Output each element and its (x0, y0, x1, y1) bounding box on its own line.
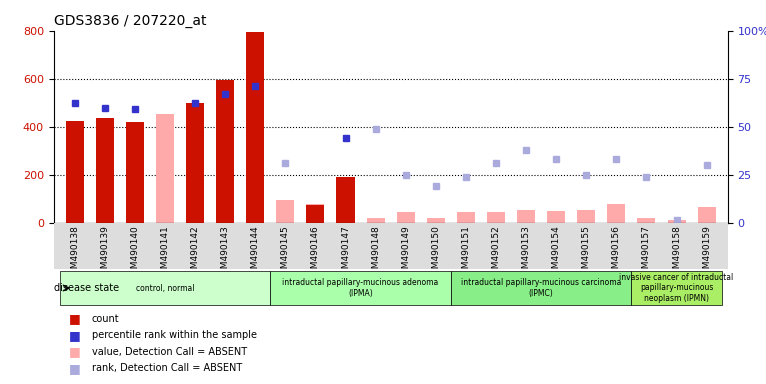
Bar (246, 32, 264, 223)
Bar (578, 210, 595, 223)
Text: control, normal: control, normal (136, 283, 195, 293)
Text: GSM490145: GSM490145 (281, 225, 290, 280)
Text: GSM490159: GSM490159 (702, 225, 711, 280)
Bar (427, 218, 445, 223)
Text: GSM490149: GSM490149 (401, 225, 411, 280)
Bar (336, 177, 355, 223)
Text: disease state: disease state (54, 283, 119, 293)
Bar (126, 122, 144, 223)
Text: intraductal papillary-mucinous carcinoma
(IPMC): intraductal papillary-mucinous carcinoma… (461, 278, 621, 298)
Bar (698, 207, 715, 223)
FancyBboxPatch shape (60, 271, 270, 305)
Bar (156, 114, 174, 223)
Text: GSM490141: GSM490141 (160, 225, 169, 280)
Bar (306, 204, 325, 223)
Text: percentile rank within the sample: percentile rank within the sample (92, 330, 257, 340)
Text: GSM490146: GSM490146 (311, 225, 320, 280)
Bar (96, 118, 114, 223)
FancyBboxPatch shape (631, 271, 722, 305)
Text: GSM490152: GSM490152 (492, 225, 500, 280)
Bar (607, 204, 625, 223)
Bar (186, 103, 204, 223)
Text: rank, Detection Call = ABSENT: rank, Detection Call = ABSENT (92, 363, 242, 373)
Text: GSM490151: GSM490151 (461, 225, 470, 280)
Bar (637, 218, 656, 223)
Bar (66, 121, 83, 223)
Text: GSM490144: GSM490144 (250, 225, 260, 280)
Text: GSM490148: GSM490148 (371, 225, 380, 280)
Text: GSM490153: GSM490153 (522, 225, 531, 280)
Text: value, Detection Call = ABSENT: value, Detection Call = ABSENT (92, 347, 247, 357)
Text: GSM490150: GSM490150 (431, 225, 440, 280)
Text: GDS3836 / 207220_at: GDS3836 / 207220_at (54, 14, 206, 28)
Text: GSM490147: GSM490147 (341, 225, 350, 280)
Bar (306, 205, 325, 223)
Bar (216, 80, 234, 223)
Text: GSM490154: GSM490154 (552, 225, 561, 280)
Text: ■: ■ (69, 345, 80, 358)
Text: GSM490140: GSM490140 (130, 225, 139, 280)
Bar (487, 212, 505, 223)
Text: GSM490156: GSM490156 (612, 225, 621, 280)
FancyBboxPatch shape (270, 271, 451, 305)
Bar (457, 212, 475, 223)
Text: count: count (92, 314, 119, 324)
Bar (667, 220, 686, 223)
Text: GSM490138: GSM490138 (70, 225, 79, 280)
Bar (547, 211, 565, 223)
Text: GSM490139: GSM490139 (100, 225, 110, 280)
Text: ■: ■ (69, 362, 80, 375)
Bar (277, 200, 294, 223)
FancyBboxPatch shape (451, 271, 631, 305)
Text: intraductal papillary-mucinous adenoma
(IPMA): intraductal papillary-mucinous adenoma (… (283, 278, 439, 298)
Text: GSM490142: GSM490142 (191, 225, 200, 280)
Text: ■: ■ (69, 329, 80, 342)
Bar (517, 210, 535, 223)
Text: ■: ■ (69, 312, 80, 325)
Text: GSM490157: GSM490157 (642, 225, 651, 280)
Text: invasive cancer of intraductal
papillary-mucinous
neoplasm (IPMN): invasive cancer of intraductal papillary… (620, 273, 734, 303)
Bar (397, 212, 414, 223)
Text: GSM490155: GSM490155 (581, 225, 591, 280)
Text: GSM490158: GSM490158 (672, 225, 681, 280)
Text: GSM490143: GSM490143 (221, 225, 230, 280)
Bar (367, 218, 385, 223)
